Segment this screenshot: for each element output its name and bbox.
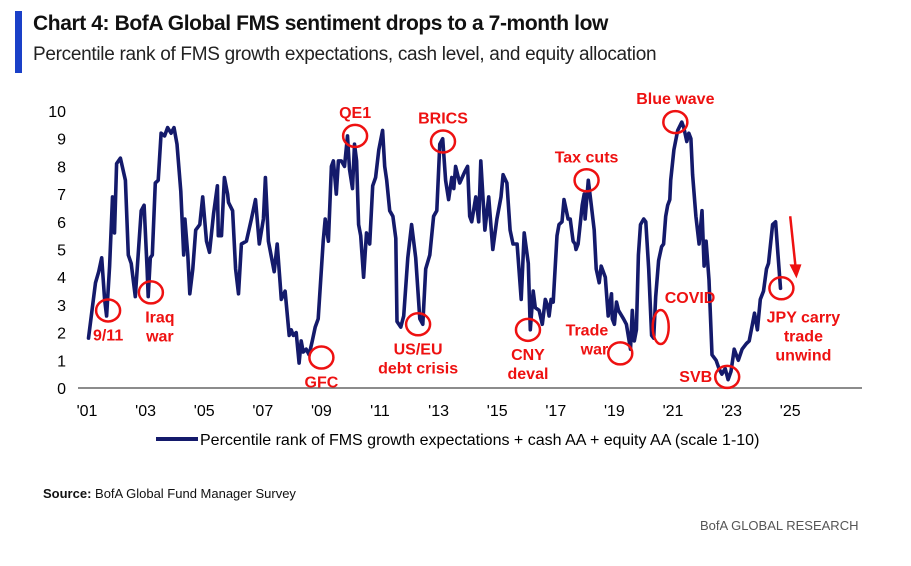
annotation-label: SVB	[679, 369, 712, 386]
annotation-label: Trade war	[566, 322, 609, 358]
source-note: Source: BofA Global Fund Manager Survey	[43, 486, 296, 501]
annotation-circle	[404, 312, 432, 337]
x-tick-label: '13	[428, 403, 449, 420]
x-tick-label: '07	[252, 403, 273, 420]
annotation-label: QE1	[339, 105, 371, 122]
x-tick-label: '01	[77, 403, 98, 420]
x-tick-label: '15	[487, 403, 508, 420]
y-tick-label: 1	[57, 353, 66, 370]
x-tick-label: '17	[545, 403, 566, 420]
annotation-label: Blue wave	[636, 91, 714, 108]
line-chart: 0 1 2 3 4 5 6 7 8 9 10 '01 '03 '05 '07 '09 '11 '13 '15 '17…	[48, 91, 862, 449]
series-line	[86, 120, 783, 382]
annotation-circle	[713, 364, 741, 390]
y-tick-label: 5	[57, 243, 66, 260]
annotation-label: BRICS	[418, 110, 468, 127]
x-tick-label: '25	[780, 403, 801, 420]
y-tick-label: 10	[48, 104, 66, 121]
legend-label: Percentile rank of FMS growth expectatio…	[200, 432, 759, 449]
y-tick-label: 2	[57, 326, 66, 343]
x-axis-ticks: '01 '03 '05 '07 '09 '11 '13 '15 '17 '19 '21 '23 '25	[77, 403, 801, 420]
x-tick-label: '03	[135, 403, 156, 420]
y-tick-label: 7	[57, 187, 66, 204]
annotation-label: CNY deval	[508, 347, 549, 383]
annotation-circle	[662, 109, 689, 135]
annotation-label: 9/11	[93, 327, 123, 344]
annotation-circle	[607, 341, 634, 366]
y-tick-label: 9	[57, 132, 66, 149]
annotation-circle	[341, 123, 369, 149]
annotations-group: 9/11 Iraq war GFC QE1 US/EU debt crisis BRICS CN…	[93, 91, 840, 391]
annotation-circle	[429, 129, 457, 154]
y-tick-label: 4	[57, 270, 66, 287]
annotation-circle	[768, 276, 795, 301]
x-tick-label: '11	[370, 403, 390, 420]
annotation-circle	[514, 317, 542, 343]
x-tick-label: '19	[604, 403, 625, 420]
series-group	[86, 120, 783, 382]
annotation-circle	[308, 345, 335, 370]
annotation-label: Tax cuts	[555, 149, 619, 166]
annotation-label: GFC	[305, 375, 339, 392]
annotation-circle	[137, 280, 165, 305]
annotation-label: COVID	[665, 290, 716, 307]
annotation-circle	[651, 308, 670, 346]
footer-brand: BofA GLOBAL RESEARCH	[700, 518, 859, 533]
chart-title: Chart 4: BofA Global FMS sentiment drops…	[33, 12, 608, 35]
y-tick-label: 8	[57, 159, 66, 176]
annotation-circle	[573, 168, 600, 193]
source-text: BofA Global Fund Manager Survey	[95, 486, 296, 501]
y-axis-ticks: 0 1 2 3 4 5 6 7 8 9 10	[48, 104, 66, 398]
y-tick-label: 0	[57, 381, 66, 398]
x-tick-label: '23	[721, 403, 742, 420]
title-accent-bar	[15, 11, 22, 73]
x-tick-label: '09	[311, 403, 332, 420]
x-tick-label: '21	[663, 403, 684, 420]
legend: Percentile rank of FMS growth expectatio…	[156, 432, 759, 449]
y-tick-label: 3	[57, 298, 66, 315]
annotation-label: US/EU debt crisis	[378, 341, 458, 377]
annotation-circle	[94, 298, 122, 323]
x-tick-label: '05	[194, 403, 215, 420]
annotation-label: Iraq war	[145, 309, 174, 345]
annotation-label: JPY carry trade unwind	[767, 309, 841, 364]
down-arrow-shaft	[788, 216, 797, 267]
y-tick-label: 6	[57, 215, 66, 232]
down-arrow-icon	[789, 264, 802, 279]
source-label: Source:	[43, 486, 92, 501]
chart-subtitle: Percentile rank of FMS growth expectatio…	[33, 44, 657, 65]
